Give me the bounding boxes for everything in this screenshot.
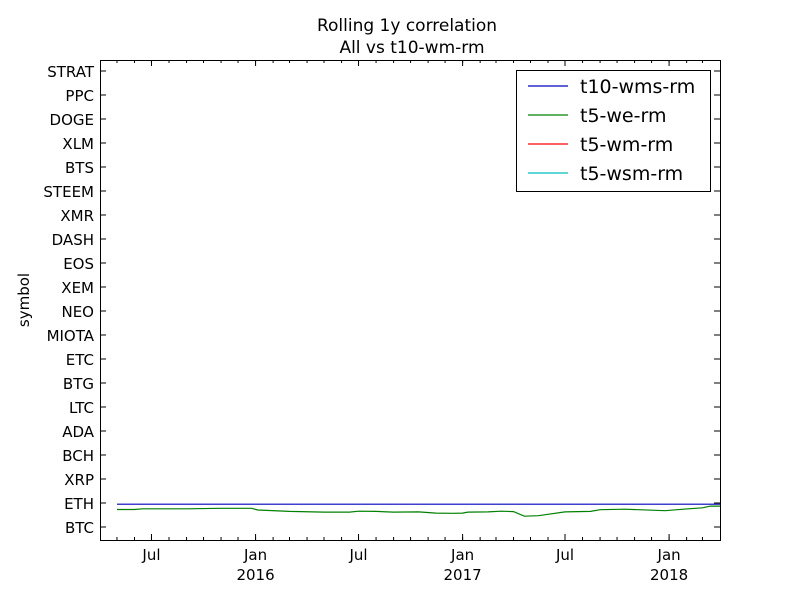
x-tick-label: Jul xyxy=(348,546,367,564)
y-tick-label: MIOTA xyxy=(47,327,95,345)
chart-title: Rolling 1y correlation xyxy=(317,16,497,36)
y-tick-label: EOS xyxy=(63,255,94,273)
y-axis: BTC ETH XRP BCH ADA LTC BTG ETC MIOTA NEO XEM EOS DA… xyxy=(43,63,720,537)
y-tick-label: STRAT xyxy=(47,63,95,81)
legend-box xyxy=(516,70,711,192)
legend-label: t5-wsm-rm xyxy=(580,163,683,185)
x-tick-label: Jan xyxy=(243,546,267,564)
y-tick-label: XMR xyxy=(60,207,94,225)
y-tick-label: DOGE xyxy=(50,111,94,129)
legend-label: t5-we-rm xyxy=(580,105,666,127)
y-tick-label: BTC xyxy=(65,519,94,537)
y-tick-label: DASH xyxy=(52,231,94,249)
legend: t10-wms-rm t5-we-rm t5-wm-rm t5-wsm-rm xyxy=(516,70,711,192)
y-tick-label: XRP xyxy=(64,471,94,489)
x-tick-label: Jul xyxy=(555,546,574,564)
x-tick-year-label: 2016 xyxy=(236,566,274,584)
legend-label: t5-wm-rm xyxy=(580,134,673,156)
legend-label: t10-wms-rm xyxy=(580,76,695,98)
x-tick-year-label: 2018 xyxy=(650,566,688,584)
y-tick-label: XEM xyxy=(61,279,94,297)
plot-series xyxy=(117,503,720,517)
series-line-t5-we-rm xyxy=(117,505,720,517)
y-tick-label: BCH xyxy=(62,447,94,465)
x-tick-label: Jan xyxy=(450,546,474,564)
y-tick-label: BTG xyxy=(63,375,94,393)
y-tick-label: ADA xyxy=(62,423,95,441)
plot-frame xyxy=(100,60,721,541)
x-axis: Jul Jan 2016 Jul Jan 2017 Jul Jan 2018 xyxy=(116,60,703,584)
legend-entries: t10-wms-rm t5-we-rm t5-wm-rm t5-wsm-rm xyxy=(528,76,695,185)
y-tick-label: ETH xyxy=(64,495,94,513)
chart-subtitle: All vs t10-wm-rm xyxy=(339,38,484,58)
y-tick-label: ETC xyxy=(66,351,94,369)
y-tick-label: PPC xyxy=(65,87,94,105)
x-tick-label: Jul xyxy=(141,546,160,564)
y-tick-label: BTS xyxy=(65,159,94,177)
y-tick-label: XLM xyxy=(62,135,94,153)
x-tick-year-label: 2017 xyxy=(444,566,482,584)
y-tick-label: STEEM xyxy=(43,183,94,201)
y-axis-label: symbol xyxy=(15,273,33,327)
y-tick-label: LTC xyxy=(69,399,94,417)
x-tick-label: Jan xyxy=(657,546,681,564)
y-tick-label: NEO xyxy=(61,303,94,321)
